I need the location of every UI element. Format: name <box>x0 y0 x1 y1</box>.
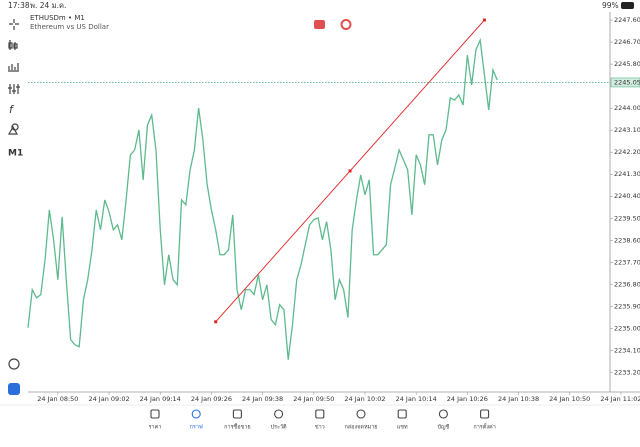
x-tick-label: 24 Jan 10:02 <box>344 395 385 403</box>
symbol-description: Ethereum vs US Dollar <box>30 23 109 31</box>
nav-icon <box>191 409 201 419</box>
nav-icon <box>274 409 284 419</box>
x-tick-label: 24 Jan 09:26 <box>191 395 232 403</box>
current-price-badge <box>610 77 640 88</box>
nav-label: การตั้งค่า <box>473 423 495 431</box>
trendline-mid-handle <box>348 169 352 173</box>
x-tick-label: 24 Jan 09:38 <box>242 395 283 403</box>
timeframe[interactable]: M1 <box>8 149 23 159</box>
nav-item[interactable]: แชท <box>397 409 408 431</box>
y-tick-label: 2243.10 <box>614 126 640 134</box>
y-tick-label: 2235.00 <box>614 324 640 332</box>
current-price-label: 2245.05 <box>614 78 640 86</box>
x-tick-label: 24 Jan 10:38 <box>498 395 539 403</box>
nav-label: กล่องจดหมาย <box>344 425 377 431</box>
price-line-series <box>27 37 498 360</box>
status-time: 17:38 <box>8 1 30 10</box>
y-tick-label: 2241.30 <box>614 170 640 178</box>
y-tick-label: 2239.50 <box>614 214 640 222</box>
nav-icon <box>480 409 490 419</box>
nav-item[interactable]: ข่าว <box>315 409 325 431</box>
nav-item[interactable]: ประวัติ <box>271 409 287 431</box>
nav-item[interactable]: บัญชี <box>437 409 450 431</box>
y-tick-label: 2246.70 <box>614 38 640 46</box>
y-tick-label: 2237.70 <box>614 258 640 266</box>
nav-icon <box>150 409 160 419</box>
y-tick-label: 2247.60 <box>614 16 640 24</box>
nav-label: กราฟ <box>190 424 203 431</box>
x-tick-label: 24 Jan 08:50 <box>37 395 78 403</box>
left-toolbar: f M1 <box>7 19 23 395</box>
x-tick-label: 24 Jan 11:02 <box>600 395 640 403</box>
nav-item[interactable]: การซื้อขาย <box>224 409 251 431</box>
nav-item[interactable]: ราคา <box>149 409 162 431</box>
y-tick-label: 2236.80 <box>614 280 640 288</box>
buy-sell-button[interactable] <box>314 20 325 29</box>
nav-item[interactable]: กล่องจดหมาย <box>344 409 378 431</box>
indicators-tool[interactable] <box>8 63 19 72</box>
y-tick-label: 2240.40 <box>614 192 640 200</box>
bottom-nav: ราคา กราฟ การซื้อขาย ประวัติ ข่าว กล่องจดหมาย… <box>0 404 640 431</box>
trendline-start-handle <box>214 320 218 324</box>
y-tick-label: 2242.20 <box>614 148 640 156</box>
nav-label: การซื้อขาย <box>224 423 250 431</box>
nav-label: ประวัติ <box>271 424 287 431</box>
battery-icon <box>621 2 634 9</box>
y-tick-label: 2233.20 <box>614 368 640 376</box>
trendline-end-handle <box>482 18 486 22</box>
nav-icon <box>397 409 407 419</box>
nav-label: แชท <box>397 424 408 431</box>
nav-item[interactable]: การตั้งค่า <box>473 409 496 431</box>
one-click-button[interactable] <box>340 19 352 30</box>
chart-type-tool[interactable] <box>8 40 18 50</box>
x-tick-label: 24 Jan 09:14 <box>140 395 181 403</box>
nav-icon <box>438 409 448 419</box>
nav-item[interactable]: กราฟ <box>190 409 203 431</box>
crosshair-tool[interactable] <box>9 19 19 30</box>
x-tick-label: 24 Jan 09:02 <box>88 395 129 403</box>
x-tick-label: 24 Jan 10:14 <box>396 395 437 403</box>
symbol-name: ETHUSDm • M1 <box>30 14 85 22</box>
x-tick-label: 24 Jan 09:50 <box>293 395 334 403</box>
x-tick-label: 24 Jan 10:26 <box>447 395 488 403</box>
nav-icon <box>356 409 366 419</box>
nav-label: ราคา <box>149 425 162 431</box>
x-tick-label: 24 Jan 10:50 <box>549 395 590 403</box>
status-battery: 99% <box>602 1 619 10</box>
nav-label: บัญชี <box>437 424 449 431</box>
settings-tool[interactable] <box>8 84 20 94</box>
y-tick-label: 2238.60 <box>614 236 640 244</box>
y-tick-label: 2235.90 <box>614 302 640 310</box>
function-tool[interactable]: f <box>9 103 15 116</box>
app-icon[interactable] <box>8 383 20 395</box>
y-tick-label: 2234.10 <box>614 346 640 354</box>
objects-tool[interactable] <box>7 123 19 135</box>
y-tick-label: 2245.80 <box>614 60 640 68</box>
nav-icon <box>315 409 325 419</box>
nav-icon <box>232 409 242 419</box>
y-tick-label: 2244.00 <box>614 104 640 112</box>
status-date: พ. 24 ม.ค. <box>30 1 66 10</box>
zoom-tool[interactable] <box>8 358 20 370</box>
nav-label: ข่าว <box>315 425 325 431</box>
